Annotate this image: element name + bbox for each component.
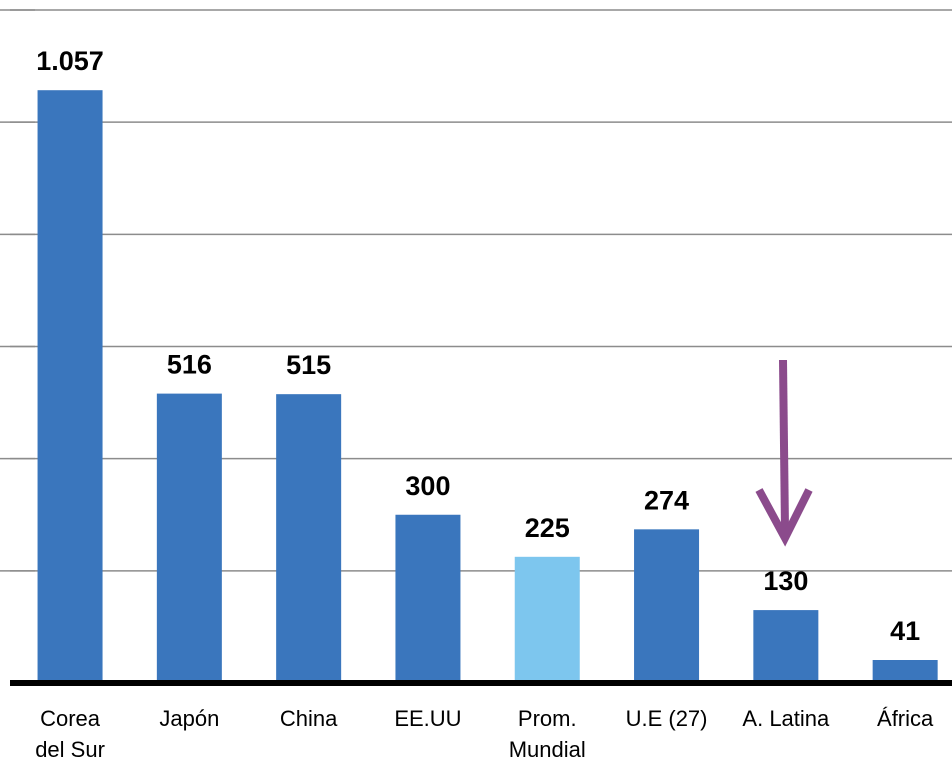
value-label: 516 <box>167 350 212 380</box>
x-tick-label: África <box>877 706 934 731</box>
bar <box>37 90 103 684</box>
x-tick-label: China <box>279 706 338 731</box>
x-tick-label: Corea del Sur <box>35 706 105 762</box>
value-label: 300 <box>405 471 450 501</box>
x-tick-label: Japón <box>159 706 220 731</box>
bar <box>634 529 700 683</box>
value-label: 130 <box>763 566 808 596</box>
bar <box>872 660 938 683</box>
value-label: 41 <box>890 616 920 646</box>
bar <box>753 610 819 683</box>
value-label: 1.057 <box>36 46 104 76</box>
x-tick-label: U.E (27) <box>625 706 708 731</box>
bar <box>276 394 342 683</box>
x-tick-label: A. Latina <box>742 706 830 731</box>
value-label: 515 <box>286 350 331 380</box>
arrow-shaft <box>779 359 789 531</box>
bar <box>514 556 580 683</box>
value-label: 274 <box>644 485 689 515</box>
annotation-arrow <box>755 359 813 547</box>
arrow-head <box>755 488 813 547</box>
x-tick-label: EE.UU <box>394 706 462 731</box>
value-label: 225 <box>525 513 570 543</box>
bar <box>156 393 222 683</box>
bar <box>395 514 461 683</box>
x-tick-label: Prom. Mundial <box>508 706 586 762</box>
